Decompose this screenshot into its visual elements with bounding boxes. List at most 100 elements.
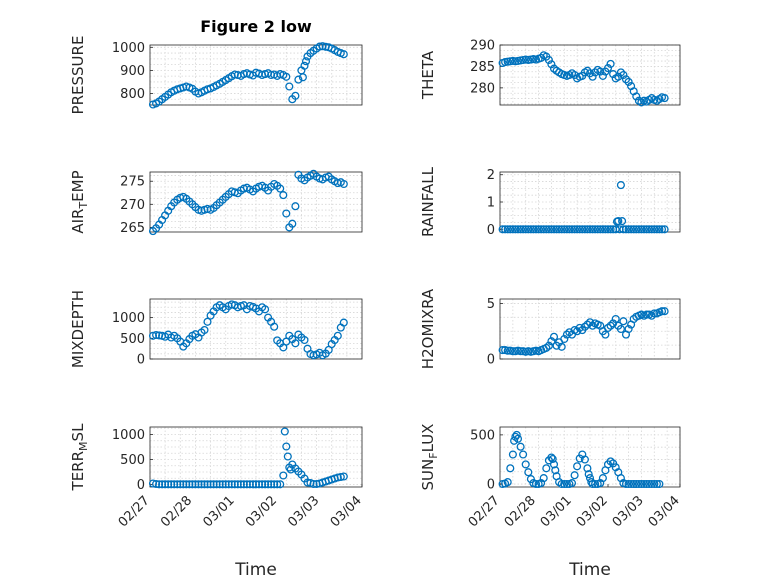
data-point [598, 225, 607, 234]
data-point [547, 337, 556, 346]
data-point [280, 427, 289, 436]
data-point [552, 225, 561, 234]
data-point [562, 330, 571, 339]
data-point [557, 342, 566, 351]
data-point [655, 479, 664, 489]
data-point [642, 225, 651, 234]
data-point [557, 225, 566, 234]
data-point [575, 454, 584, 463]
data-point [251, 480, 261, 489]
data-point [624, 77, 633, 86]
y-tick-label: 5 [487, 297, 495, 312]
data-point [650, 309, 659, 318]
data-point [300, 61, 309, 70]
data-point [221, 480, 230, 489]
data-point [616, 181, 625, 190]
subplot-7: 0 500 1000 02/27 02/28 03/01 03/02 03/03 03/04 Ti… [69, 423, 365, 580]
data-point [539, 225, 548, 234]
data-point [624, 479, 633, 489]
y-tick-label: 0 [487, 223, 495, 238]
data-point [542, 464, 551, 473]
data-point [596, 225, 605, 234]
data-point [650, 225, 659, 234]
data-point [580, 225, 589, 234]
data-point [624, 324, 633, 334]
data-point [598, 71, 607, 80]
data-point [191, 480, 200, 489]
x-tick-label: 03/01 [538, 493, 575, 530]
data-point [161, 480, 170, 489]
data-point [583, 225, 592, 234]
y-tick-label: 500 [470, 428, 495, 443]
data-point [521, 460, 530, 469]
y-axis-label: AIRTEMP [69, 170, 90, 233]
y-tick-label: 800 [120, 87, 145, 102]
data-point [547, 60, 556, 69]
subplot-6: 0 5 H2OMIXRA [419, 288, 681, 369]
data-point [291, 202, 300, 211]
y-axis-label: H2OMIXRA [419, 288, 437, 369]
data-point [657, 307, 667, 316]
data-point [542, 225, 551, 234]
data-point [267, 480, 276, 489]
data-point [282, 442, 291, 451]
data-point [583, 66, 592, 75]
data-point [179, 480, 188, 489]
data-point [203, 317, 212, 326]
data-point [282, 72, 291, 81]
data-point [236, 480, 245, 489]
axes-box [499, 298, 681, 360]
data-point [634, 479, 643, 489]
data-point [588, 72, 597, 81]
y-tick-label: 900 [120, 64, 145, 79]
data-point [276, 184, 285, 193]
data-point [593, 225, 602, 234]
data-point [611, 225, 620, 234]
data-point [657, 225, 667, 234]
data-point [531, 225, 541, 234]
x-tick-label: 03/03 [610, 493, 647, 530]
data-point [498, 346, 507, 355]
data-point [539, 474, 548, 483]
data-point [551, 466, 560, 475]
y-axis-label: TERRMSL [69, 423, 90, 492]
data-point [547, 225, 556, 234]
axes-box [149, 298, 363, 360]
data-point [291, 339, 300, 348]
data-point [270, 322, 279, 331]
x-tick-label: 03/03 [285, 493, 322, 530]
axes-box [499, 44, 681, 106]
data-point [333, 331, 342, 340]
data-point [503, 346, 512, 355]
data-point [155, 480, 164, 489]
data-point [621, 479, 631, 489]
data-point [639, 225, 649, 234]
data-point [544, 341, 553, 350]
data-point [639, 479, 649, 489]
plot-area [500, 299, 680, 359]
data-point [279, 191, 288, 200]
x-tick-label: 02/28 [158, 493, 195, 530]
data-point [164, 480, 173, 489]
subplot-1: 800 900 1000 PRESSURE Figure 2 low [69, 17, 363, 114]
data-point [209, 480, 218, 489]
data-point [549, 332, 559, 341]
data-point [652, 225, 661, 234]
data-point [606, 59, 615, 68]
data-point [336, 472, 345, 482]
axes-box [149, 44, 363, 106]
x-tick-label: 02/28 [502, 493, 539, 530]
data-point [549, 460, 559, 469]
data-point [606, 225, 615, 234]
data-point [632, 479, 641, 489]
data-point [637, 225, 646, 234]
data-point [239, 480, 248, 489]
data-point [652, 479, 661, 489]
data-point [513, 225, 523, 234]
data-point [152, 479, 161, 489]
data-point [655, 225, 664, 234]
data-point [506, 464, 515, 473]
y-axis-label: RAINFALL [419, 166, 437, 237]
data-point [513, 434, 523, 443]
data-point [555, 225, 564, 234]
